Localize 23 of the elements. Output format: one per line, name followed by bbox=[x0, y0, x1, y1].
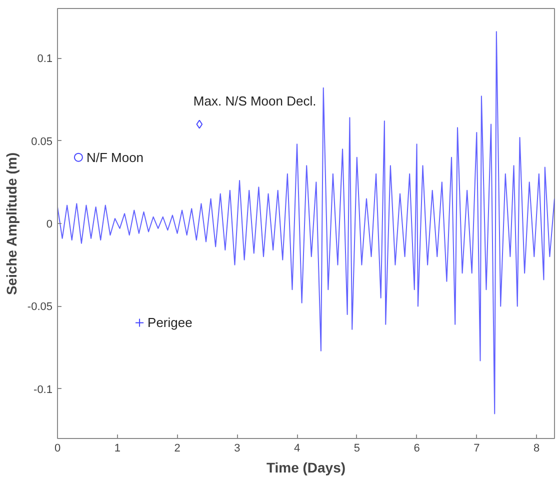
x-tick-label: 6 bbox=[414, 442, 420, 454]
y-tick-label: -0.05 bbox=[27, 301, 53, 314]
point bbox=[74, 152, 83, 162]
point bbox=[196, 120, 203, 129]
series-label: Perigee bbox=[148, 315, 192, 330]
y-tick-label: 0 bbox=[46, 218, 53, 230]
line-series bbox=[58, 31, 554, 414]
series-label: Max. N/S Moon Decl. bbox=[193, 93, 316, 108]
y-axis-title: Seiche Amplitude (m) bbox=[3, 152, 20, 296]
x-tick-label: 0 bbox=[54, 442, 61, 454]
x-tick-label: 1 bbox=[114, 442, 120, 454]
y-tick-label: 0.05 bbox=[31, 136, 53, 148]
y-tick-label: -0.1 bbox=[34, 384, 53, 396]
x-axis-title: Time (Days) bbox=[266, 460, 346, 476]
series-label: N/F Moon bbox=[86, 150, 144, 165]
x-tick-label: 5 bbox=[354, 442, 360, 454]
x-tick-label: 3 bbox=[234, 442, 240, 454]
x-tick-label: 4 bbox=[294, 442, 300, 454]
x-tick-label: 2 bbox=[174, 442, 180, 454]
point bbox=[135, 318, 144, 328]
x-tick-label: 8 bbox=[533, 442, 540, 454]
x-tick-label: 7 bbox=[474, 442, 480, 454]
y-tick-label: 0.1 bbox=[37, 53, 53, 66]
